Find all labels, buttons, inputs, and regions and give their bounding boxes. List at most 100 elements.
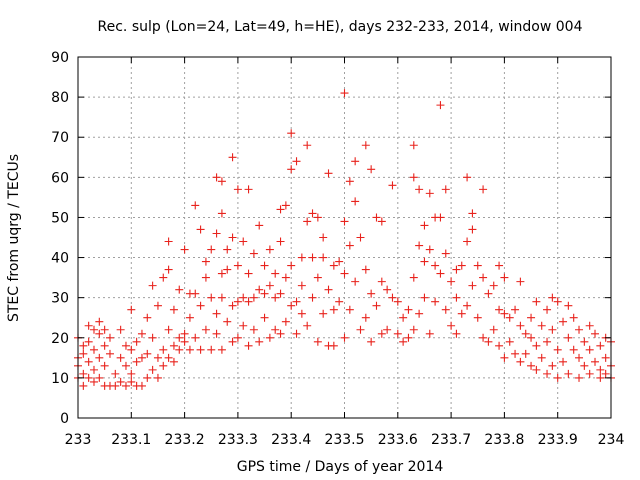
data-point xyxy=(292,297,301,306)
data-point xyxy=(308,253,317,262)
data-point xyxy=(217,269,226,278)
data-point xyxy=(132,357,141,366)
data-point xyxy=(111,369,120,378)
data-point xyxy=(233,261,242,270)
data-point xyxy=(564,369,573,378)
data-point xyxy=(383,325,392,334)
data-point xyxy=(228,153,237,162)
data-point xyxy=(143,349,152,358)
data-point xyxy=(383,285,392,294)
data-point xyxy=(143,313,152,322)
data-point xyxy=(137,381,146,390)
data-point xyxy=(185,345,194,354)
data-point xyxy=(137,353,146,362)
data-point xyxy=(575,353,584,362)
data-point xyxy=(479,333,488,342)
data-point xyxy=(425,245,434,254)
data-point xyxy=(484,337,493,346)
data-point xyxy=(436,213,445,222)
data-point xyxy=(505,337,514,346)
data-point xyxy=(153,353,162,362)
data-point xyxy=(191,289,200,298)
data-point xyxy=(404,333,413,342)
y-tick-labels: 0 10 20 30 40 50 60 70 80 90 xyxy=(51,50,69,427)
data-point xyxy=(249,325,258,334)
data-point xyxy=(95,353,104,362)
data-point xyxy=(393,329,402,338)
data-point xyxy=(308,209,317,218)
data-point xyxy=(196,225,205,234)
grid-lines xyxy=(78,57,611,418)
data-point xyxy=(591,329,600,338)
y-axis-label: STEC from uqrg / TECUs xyxy=(6,154,22,322)
data-point xyxy=(244,297,253,306)
data-point xyxy=(297,281,306,290)
data-point xyxy=(340,89,349,98)
data-point xyxy=(260,313,269,322)
data-point xyxy=(153,373,162,382)
data-point xyxy=(351,157,360,166)
data-point xyxy=(95,329,104,338)
data-point xyxy=(319,253,328,262)
data-point xyxy=(431,261,440,270)
axis-ticks xyxy=(77,56,612,419)
data-point xyxy=(79,381,88,390)
data-point xyxy=(532,297,541,306)
data-point xyxy=(479,185,488,194)
data-point xyxy=(447,277,456,286)
data-point xyxy=(127,369,136,378)
data-point xyxy=(468,281,477,290)
data-point xyxy=(548,325,557,334)
data-point xyxy=(500,309,509,318)
data-point xyxy=(585,321,594,330)
data-point xyxy=(287,261,296,270)
data-point xyxy=(169,341,178,350)
data-point xyxy=(553,345,562,354)
data-point xyxy=(89,325,98,334)
data-point xyxy=(212,309,221,318)
data-point xyxy=(159,361,168,370)
data-point xyxy=(196,301,205,310)
data-point xyxy=(527,313,536,322)
data-point xyxy=(452,265,461,274)
data-point xyxy=(95,373,104,382)
data-point xyxy=(116,325,125,334)
chart-title: Rec. sulp (Lon=24, Lat=49, h=HE), days 2… xyxy=(98,19,583,35)
data-point xyxy=(345,305,354,314)
data-point xyxy=(111,381,120,390)
data-point xyxy=(601,369,610,378)
data-point xyxy=(468,209,477,218)
data-point xyxy=(265,281,274,290)
data-point xyxy=(596,365,605,374)
data-point xyxy=(191,201,200,210)
data-point xyxy=(415,309,424,318)
data-point xyxy=(521,349,530,358)
data-point xyxy=(521,329,530,338)
data-point xyxy=(249,249,258,258)
data-point xyxy=(175,345,184,354)
data-point xyxy=(580,361,589,370)
data-point xyxy=(356,325,365,334)
data-point xyxy=(489,325,498,334)
data-point xyxy=(553,297,562,306)
data-point xyxy=(223,265,232,274)
data-point xyxy=(89,365,98,374)
data-point xyxy=(516,277,525,286)
data-point xyxy=(484,289,493,298)
data-point xyxy=(409,273,418,282)
data-point xyxy=(564,301,573,310)
x-tick-label: 233.4 xyxy=(271,432,311,448)
data-point xyxy=(276,329,285,338)
data-point xyxy=(164,237,173,246)
data-point xyxy=(420,257,429,266)
data-point xyxy=(132,337,141,346)
data-point xyxy=(425,189,434,198)
data-point xyxy=(287,301,296,310)
data-point xyxy=(100,361,109,370)
data-point xyxy=(495,341,504,350)
data-point xyxy=(543,369,552,378)
data-point xyxy=(121,381,130,390)
data-point xyxy=(169,305,178,314)
data-point xyxy=(116,353,125,362)
data-point xyxy=(239,321,248,330)
